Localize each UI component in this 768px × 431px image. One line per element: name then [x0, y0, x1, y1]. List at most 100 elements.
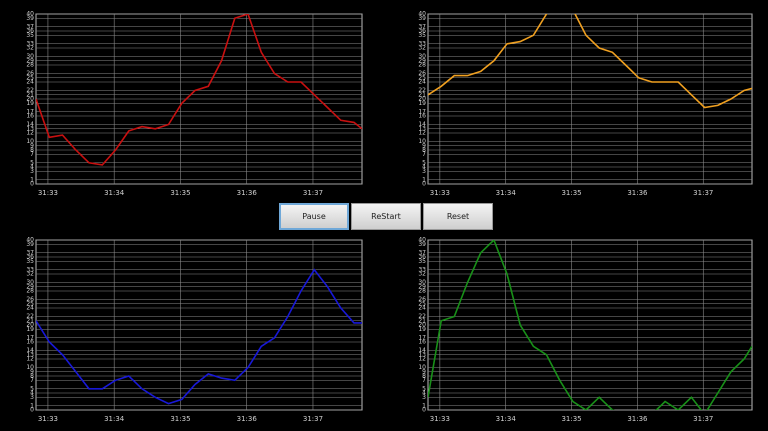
y-tick-label: 24: [418, 305, 426, 312]
y-tick-label: 39: [26, 15, 34, 22]
y-tick-label: 32: [418, 45, 426, 52]
data-line: [428, 240, 752, 410]
y-tick-label: 39: [418, 241, 426, 248]
y-tick-label: 4: [30, 390, 34, 397]
y-tick-label: 25: [26, 74, 34, 81]
data-line: [36, 268, 362, 405]
y-tick-label: 22: [26, 313, 34, 320]
y-tick-label: 16: [26, 113, 34, 120]
y-tick-label: 21: [418, 317, 426, 324]
y-tick-label: 28: [418, 288, 426, 295]
x-tick-label: 31:33: [430, 189, 450, 197]
y-tick-label: 17: [418, 334, 426, 341]
y-tick-label: 40: [418, 11, 426, 18]
y-tick-label: 3: [30, 394, 34, 401]
y-tick-label: 21: [26, 91, 34, 98]
y-tick-label: 35: [418, 258, 426, 265]
y-tick-label: 4: [422, 390, 426, 397]
y-tick-label: 22: [418, 87, 426, 94]
y-tick-label: 33: [418, 266, 426, 273]
y-tick-label: 40: [418, 237, 426, 244]
x-tick-label: 31:36: [237, 189, 258, 197]
y-tick-label: 14: [26, 347, 34, 354]
y-tick-label: 24: [26, 79, 34, 86]
x-tick-label: 31:34: [496, 189, 517, 197]
y-tick-label: 12: [26, 130, 34, 137]
x-tick-label: 31:34: [104, 189, 125, 197]
x-tick-label: 31:36: [627, 415, 648, 423]
x-tick-label: 31:36: [627, 189, 648, 197]
y-tick-label: 19: [26, 326, 34, 333]
y-tick-label: 33: [418, 40, 426, 47]
x-tick-label: 31:37: [303, 189, 323, 197]
y-tick-label: 24: [418, 79, 426, 86]
y-tick-label: 25: [26, 300, 34, 307]
y-tick-label: 22: [26, 87, 34, 94]
y-tick-label: 0: [422, 181, 426, 188]
x-tick-label: 31:37: [303, 415, 323, 423]
y-tick-label: 25: [418, 300, 426, 307]
y-tick-label: 8: [422, 373, 426, 380]
y-tick-label: 40: [26, 237, 34, 244]
y-tick-label: 37: [26, 23, 34, 30]
y-tick-label: 8: [422, 147, 426, 154]
y-tick-label: 33: [26, 40, 34, 47]
y-tick-label: 0: [30, 181, 34, 188]
y-tick-label: 20: [418, 96, 426, 103]
pause-button[interactable]: Pause: [279, 203, 349, 230]
x-tick-label: 31:33: [38, 189, 58, 197]
y-tick-label: 5: [422, 159, 426, 166]
y-tick-label: 19: [418, 100, 426, 107]
y-tick-label: 4: [422, 164, 426, 171]
y-tick-label: 37: [26, 249, 34, 256]
y-tick-label: 1: [422, 402, 426, 409]
y-tick-label: 21: [418, 91, 426, 98]
y-tick-label: 28: [26, 62, 34, 69]
y-tick-label: 9: [30, 142, 34, 149]
reset-button[interactable]: Reset: [423, 203, 493, 230]
y-tick-label: 7: [30, 377, 34, 384]
y-tick-label: 26: [26, 70, 34, 77]
y-tick-label: 1: [30, 402, 34, 409]
y-tick-label: 9: [422, 142, 426, 149]
y-tick-label: 26: [26, 296, 34, 303]
y-tick-label: 20: [26, 322, 34, 329]
restart-button[interactable]: ReStart: [351, 203, 421, 230]
y-tick-label: 14: [26, 121, 34, 128]
y-tick-label: 35: [26, 258, 34, 265]
y-tick-label: 10: [26, 364, 34, 371]
y-tick-label: 32: [418, 271, 426, 278]
x-tick-label: 31:35: [170, 189, 190, 197]
y-tick-label: 28: [418, 62, 426, 69]
x-tick-label: 31:34: [496, 415, 517, 423]
x-tick-label: 31:34: [104, 415, 125, 423]
y-tick-label: 17: [26, 108, 34, 115]
y-tick-label: 29: [26, 283, 34, 290]
y-tick-label: 36: [418, 254, 426, 261]
y-tick-label: 10: [26, 138, 34, 145]
y-tick-label: 26: [418, 296, 426, 303]
y-tick-label: 20: [26, 96, 34, 103]
y-tick-label: 36: [418, 28, 426, 35]
y-tick-label: 30: [26, 53, 34, 60]
y-tick-label: 37: [418, 23, 426, 30]
y-tick-label: 39: [26, 241, 34, 248]
y-tick-label: 0: [30, 407, 34, 414]
y-tick-label: 19: [26, 100, 34, 107]
y-tick-label: 17: [26, 334, 34, 341]
data-line: [36, 14, 362, 166]
y-tick-label: 35: [26, 32, 34, 39]
y-tick-label: 16: [26, 339, 34, 346]
y-tick-label: 37: [418, 249, 426, 256]
y-tick-label: 8: [30, 373, 34, 380]
y-tick-label: 5: [422, 385, 426, 392]
y-tick-label: 30: [418, 279, 426, 286]
y-tick-label: 1: [422, 176, 426, 183]
y-tick-label: 29: [418, 57, 426, 64]
y-tick-label: 3: [30, 168, 34, 175]
y-tick-label: 3: [422, 394, 426, 401]
y-tick-label: 13: [418, 351, 426, 358]
y-tick-label: 33: [26, 266, 34, 273]
y-tick-label: 20: [418, 322, 426, 329]
